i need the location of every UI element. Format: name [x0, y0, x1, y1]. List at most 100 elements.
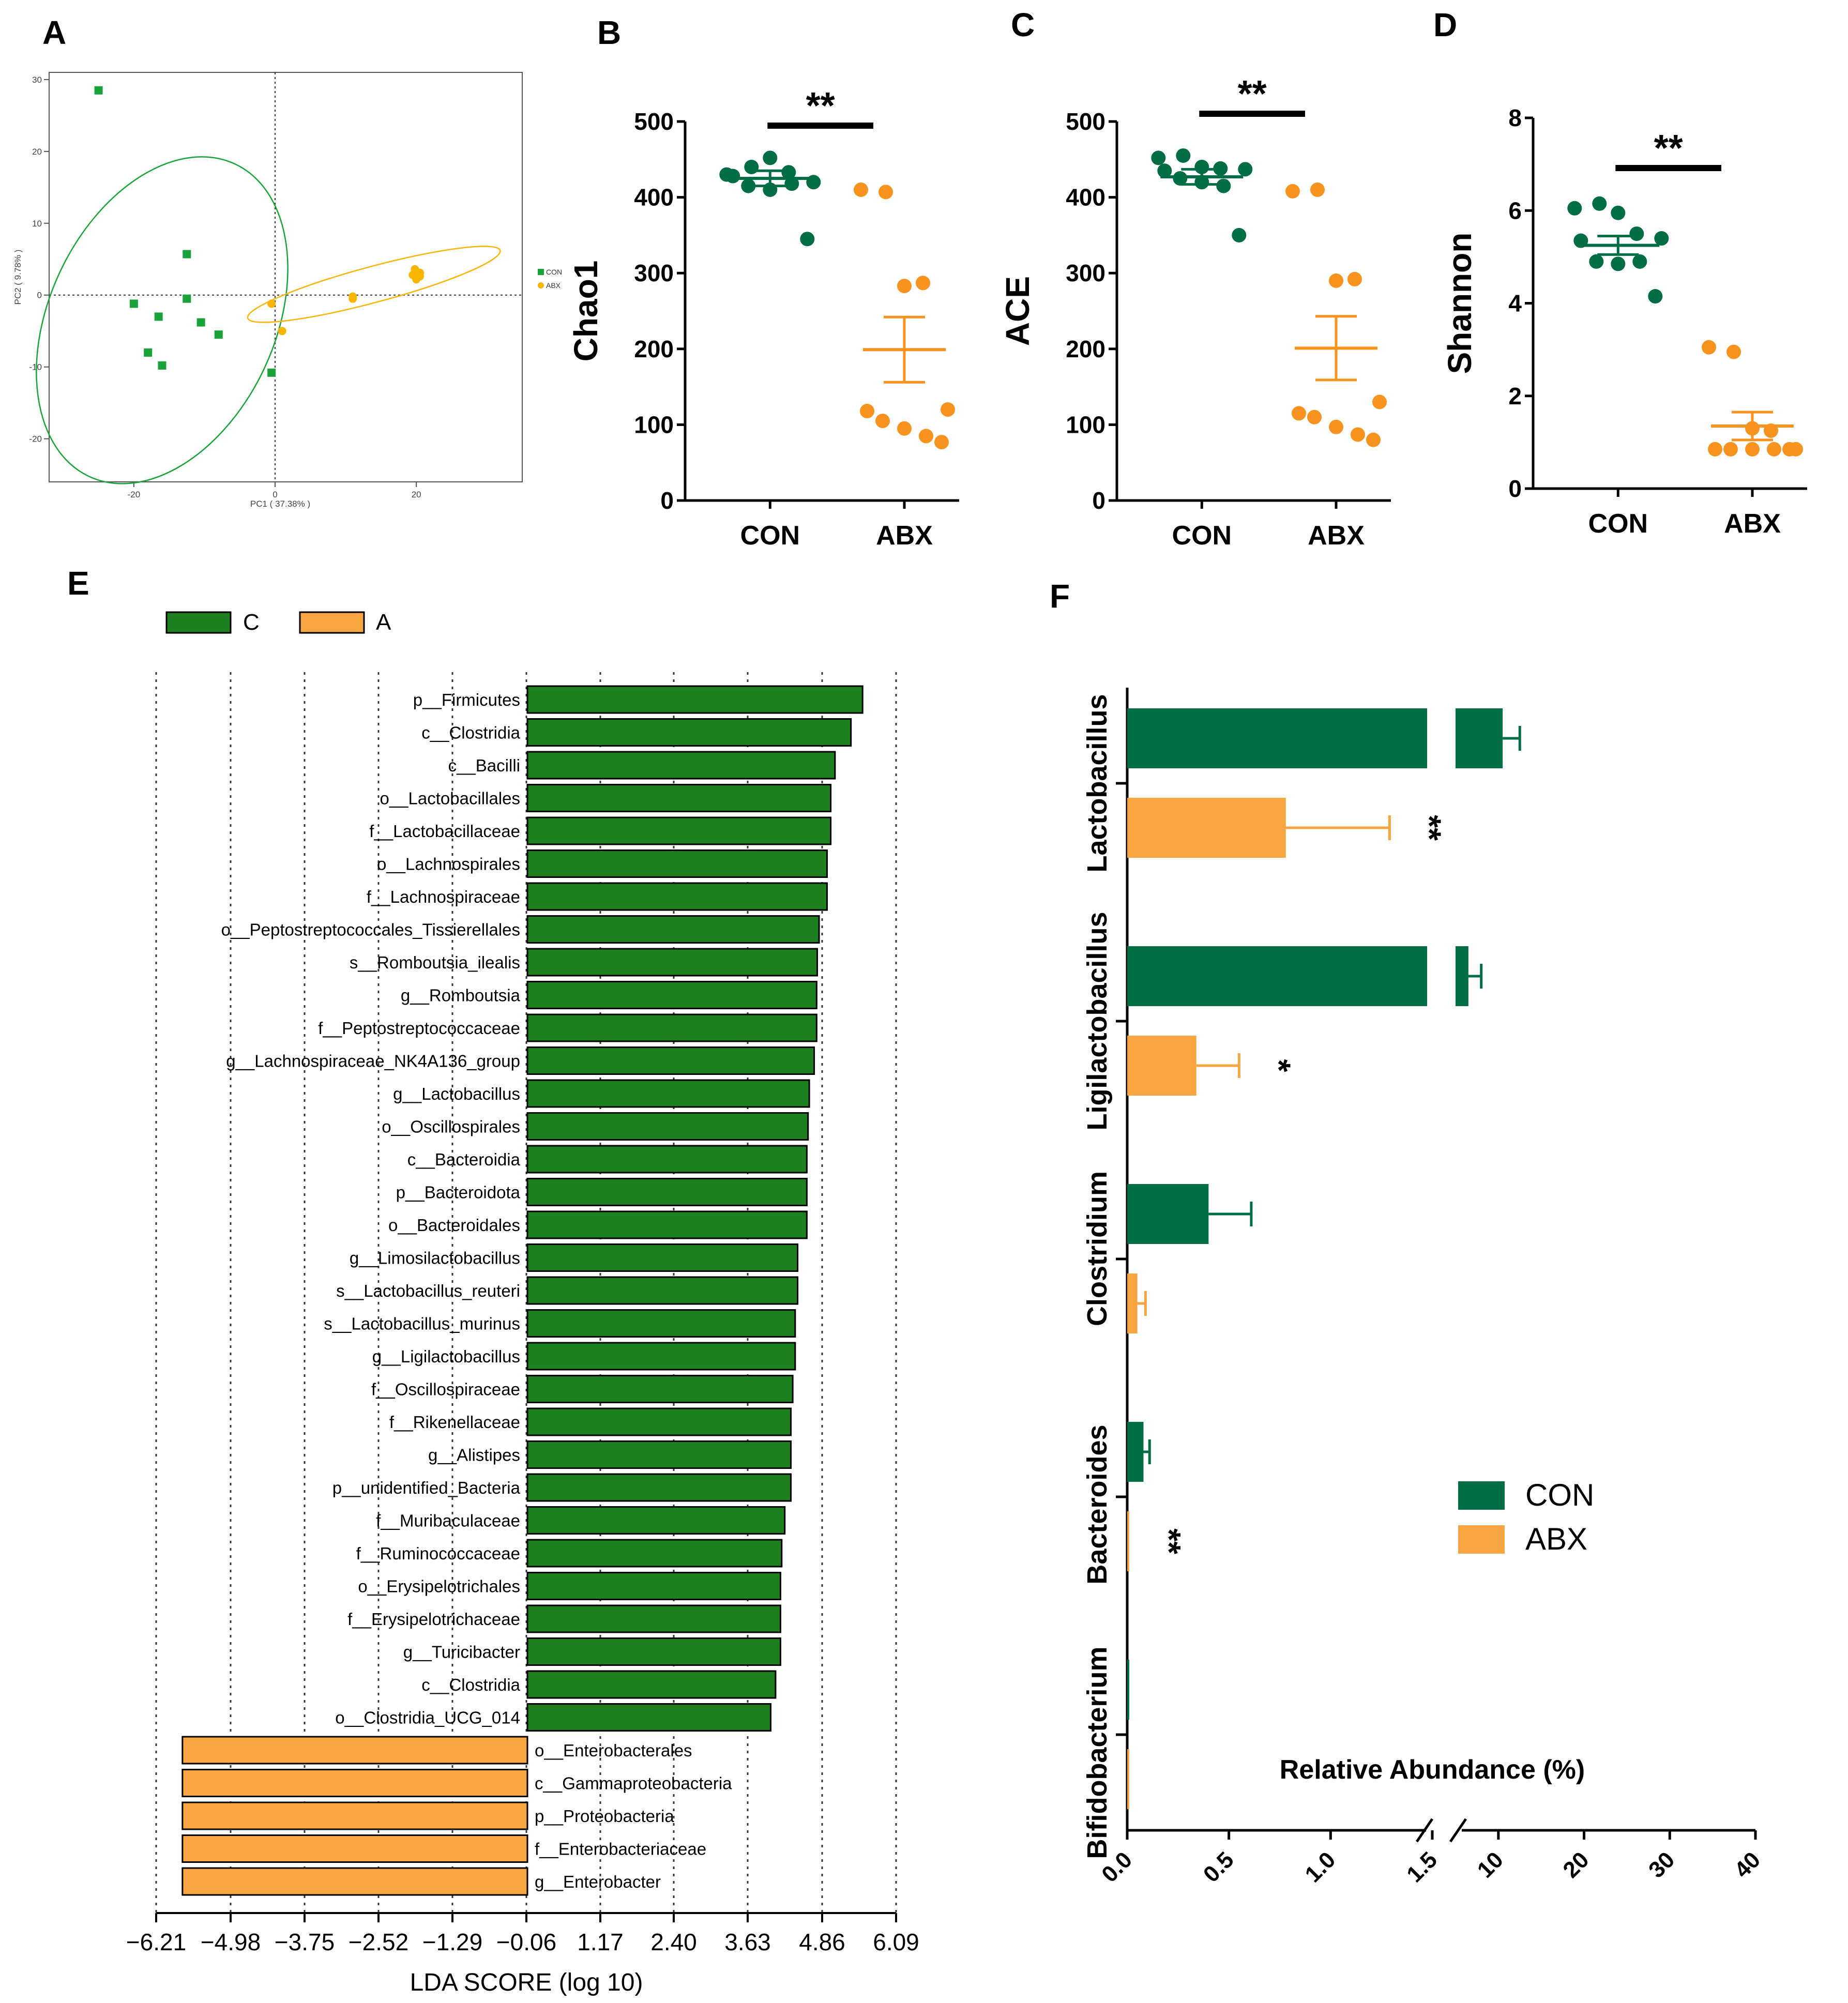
panel-label-d: D [1433, 6, 1457, 43]
lda-bar-c [526, 1703, 771, 1732]
lda-bar-label: p__unidentified_Bacteria [332, 1478, 521, 1497]
panel-label-f: F [1050, 578, 1070, 615]
lda-bar-c [526, 849, 828, 878]
panel-e-lefse-plot: C A −6.21 −4.98 −3.75 −2.52 −1.29 −0.06 1.17 2.40… [126, 610, 919, 1996]
data-point-abx [919, 429, 933, 444]
data-point-con [1232, 227, 1247, 242]
lda-bar-label: s__Lactobacillus_murinus [324, 1314, 520, 1333]
y-axis-label: ACE [999, 276, 1036, 346]
panel-label-c: C [1011, 6, 1035, 43]
significance-label: * [1260, 1059, 1297, 1072]
lda-bar-c [526, 1604, 781, 1633]
panel-label-a: A [42, 14, 66, 51]
lda-bar-label: p__Proteobacteria [535, 1807, 674, 1826]
lda-bar-label: f__Lachnospiraceae [367, 887, 520, 906]
lda-x-tick-label: −0.06 [496, 1929, 556, 1955]
lda-bar-c [526, 1342, 796, 1371]
data-point-abx [878, 185, 893, 200]
pca-point-con [214, 330, 223, 339]
abundance-bar-con [1127, 1184, 1209, 1244]
abundance-bar-con-upper [1456, 946, 1468, 1006]
data-point-abx [1767, 442, 1781, 457]
abundance-bar-abx [1127, 1749, 1129, 1809]
significance-label: ** [1411, 815, 1448, 841]
panel-c-ace-plot: 0 100 200 300 400 500 ACE CON ABX ** [999, 73, 1391, 551]
x-tick-label: ABX [876, 521, 933, 551]
legend-con-label: CON [1525, 1478, 1594, 1512]
lda-bar-label: c__Clostridia [421, 1675, 520, 1694]
lda-x-tick-label: 4.86 [799, 1929, 845, 1955]
lda-bar-label: c__Clostridia [421, 723, 520, 742]
panel-b-chao1-plot: 0 100 200 300 400 500 Chao1 CON ABX ** [567, 85, 959, 551]
lda-bar-c [526, 1079, 810, 1108]
lda-bar-c [526, 915, 820, 944]
data-point-con [1216, 178, 1231, 193]
panel-d-shannon-plot: 0 2 4 6 8 Shannon CON ABX ** [1441, 104, 1807, 539]
legend-c-swatch [165, 611, 232, 634]
pca-ellipse-con [36, 156, 289, 484]
abundance-bar-con [1127, 1422, 1144, 1482]
abundance-bar-abx [1127, 1511, 1129, 1571]
panel-label-b: B [597, 14, 621, 51]
y-tick-label: 400 [634, 184, 674, 211]
data-point-abx [916, 276, 930, 291]
lda-bar-c [526, 1178, 808, 1206]
lda-bar-label: f__Erysipelotrichaceae [347, 1610, 520, 1629]
lda-x-tick-label: −4.98 [201, 1929, 261, 1955]
pca-point-con [183, 250, 191, 259]
lda-bar-c [526, 1440, 792, 1469]
lda-bar-c [526, 1243, 799, 1272]
y-tick-label: 8 [1508, 104, 1522, 131]
data-point-con [1194, 159, 1209, 174]
data-point-con [1157, 163, 1172, 178]
lda-bar-label: c__Gammaproteobacteria [535, 1774, 732, 1793]
lda-bar-a [181, 1801, 528, 1830]
data-point-con [741, 178, 756, 193]
lda-x-tick-label: 3.63 [724, 1929, 771, 1955]
lda-x-tick-label: 1.17 [577, 1929, 624, 1955]
pca-point-abx [412, 275, 421, 284]
y-tick-label: 100 [1066, 411, 1105, 438]
data-point-abx [1372, 394, 1387, 409]
data-point-abx [1292, 406, 1306, 421]
category-label: Bifidobacterium [1082, 1646, 1113, 1859]
lda-bar-c [526, 1046, 815, 1075]
y-tick-label: 200 [634, 336, 674, 362]
y-tick-label: 0 [1508, 475, 1522, 502]
pca-x-axis-label: PC1 ( 37.38% ) [250, 499, 310, 509]
lda-bar-c [526, 1572, 781, 1600]
lda-bar-label: o__Lachnospirales [377, 855, 520, 874]
y-tick-label: 2 [1508, 383, 1522, 409]
lda-x-tick-label: −1.29 [422, 1929, 482, 1955]
data-point-con [1238, 162, 1253, 177]
pca-point-abx [415, 268, 424, 277]
pca-y-tick-label: 20 [32, 147, 42, 157]
y-tick-label: 300 [634, 260, 674, 286]
lda-bar-label: o__Peptostreptococcales_Tissierellales [221, 920, 520, 939]
lda-bar-label: s__Lactobacillus_reuteri [336, 1281, 520, 1300]
category-label: Lactobacillus [1082, 694, 1113, 872]
y-tick-label: 4 [1508, 290, 1522, 317]
y-tick-label: 0 [1092, 487, 1105, 514]
data-point-abx [854, 182, 868, 197]
pca-point-con [158, 361, 166, 370]
lda-bar-label: o__Erysipelotrichales [358, 1577, 520, 1596]
pca-y-tick-label: -20 [29, 434, 42, 444]
data-point-abx [897, 279, 912, 294]
data-point-con [1589, 254, 1604, 269]
data-point-abx [1726, 344, 1741, 359]
lda-bar-label: p__Bacteroidota [396, 1183, 521, 1202]
data-point-abx [941, 402, 955, 417]
lda-bar-label: c__Bacteroidia [407, 1150, 521, 1169]
lda-bar-label: f__Muribaculaceae [376, 1511, 520, 1530]
lda-bar-label: f__Lactobacillaceae [369, 822, 520, 841]
pca-y-tick-label: 30 [32, 75, 42, 85]
pca-point-abx [278, 327, 286, 336]
lda-bar-label: g__Enterobacter [535, 1872, 661, 1891]
pca-x-tick-label: 0 [272, 490, 277, 499]
pca-y-tick-label: 10 [32, 219, 42, 229]
significance-label: ** [806, 85, 835, 127]
legend-abx-label: ABX [1525, 1522, 1587, 1556]
pca-y-tick-label: -10 [29, 362, 42, 372]
lda-x-tick-label: −6.21 [126, 1929, 186, 1955]
